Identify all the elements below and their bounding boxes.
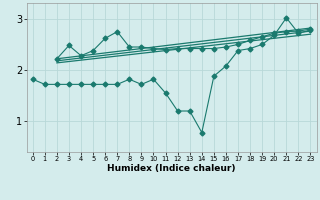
X-axis label: Humidex (Indice chaleur): Humidex (Indice chaleur) [107, 164, 236, 173]
